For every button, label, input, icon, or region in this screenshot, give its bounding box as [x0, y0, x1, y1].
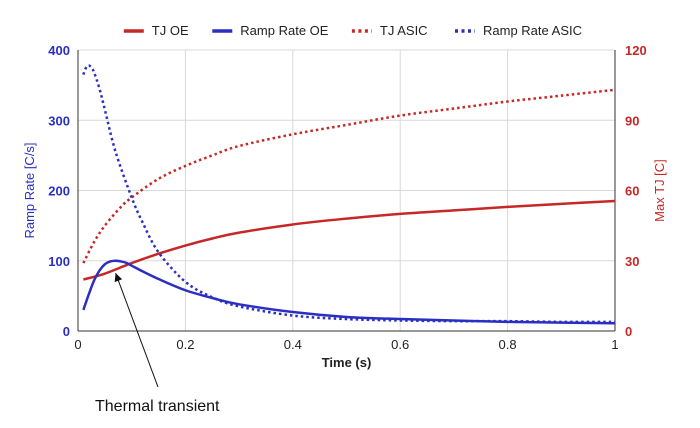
annotation-label: Thermal transient: [95, 398, 220, 415]
legend-item: TJ OE: [123, 23, 189, 38]
series-line-ramp-rate-asic: [82, 64, 616, 324]
x-tick-label: 1: [611, 337, 618, 352]
x-tick-label: 0.2: [176, 337, 194, 352]
y-left-tick-label: 100: [48, 254, 70, 269]
series-line-tj-asic: [82, 88, 616, 264]
y-left-tick-label: 400: [48, 43, 70, 58]
y-left-tick-label: 0: [63, 324, 70, 339]
series-lines: [82, 64, 616, 325]
axes: 0 0.2 0.4 0.6 0.8 101002003004000306090120Tim…: [22, 43, 667, 370]
y-right-tick-label: 30: [625, 254, 639, 269]
y-left-tick-label: 200: [48, 184, 70, 199]
legend-item: Ramp Rate OE: [212, 23, 329, 38]
legend-label: Ramp Rate ASIC: [483, 23, 582, 38]
legend-label: TJ OE: [152, 23, 189, 38]
legend-item: Ramp Rate ASIC: [455, 23, 582, 38]
x-tick-label: 0.4: [284, 337, 302, 352]
annotation-arrowhead: [114, 273, 123, 283]
x-tick-label: 0.8: [499, 337, 517, 352]
y-right-tick-label: 60: [625, 184, 639, 199]
y-left-tick-label: 300: [48, 113, 70, 128]
legend-item: TJ ASIC: [351, 23, 428, 38]
y-left-axis-title: Ramp Rate [C/s]: [22, 142, 37, 238]
legend: TJ OE Ramp Rate OE TJ ASIC Ramp Rate ASIC: [123, 23, 582, 38]
series-line-tj-oe: [83, 199, 616, 281]
y-right-tick-label: 120: [625, 43, 647, 58]
x-tick-label: 0: [74, 337, 81, 352]
x-tick-label: 0.6: [391, 337, 409, 352]
y-right-axis-title: Max TJ [C]: [652, 159, 667, 222]
legend-label: Ramp Rate OE: [240, 23, 328, 38]
series-line-ramp-rate-oe: [82, 259, 616, 325]
y-right-tick-label: 90: [625, 113, 639, 128]
x-axis-title: Time (s): [322, 355, 372, 370]
annotation-arrow: [115, 273, 159, 388]
y-right-tick-label: 0: [625, 324, 632, 339]
legend-label: TJ ASIC: [380, 23, 428, 38]
grid: [77, 49, 616, 332]
annotation: Thermal transient: [95, 273, 220, 415]
